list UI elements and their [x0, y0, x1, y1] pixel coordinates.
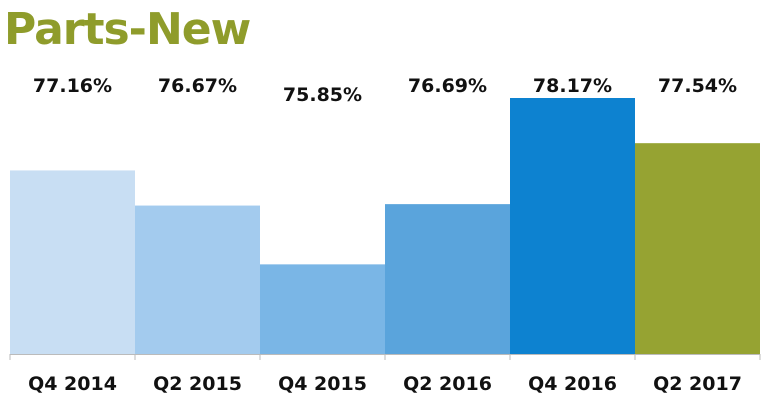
bar-q4-2014 [10, 170, 135, 354]
bar-q2-2015 [135, 205, 260, 354]
bar-q4-2015 [260, 264, 385, 354]
data-label: 77.16% [33, 75, 112, 97]
data-label: 77.54% [658, 75, 737, 97]
data-label: 75.85% [283, 84, 362, 106]
data-label: 78.17% [533, 75, 612, 97]
chart-title: Parts-New [4, 4, 251, 55]
bar-q2-2016 [385, 204, 510, 354]
bar-q2-2017 [635, 143, 760, 354]
data-label: 76.67% [158, 75, 237, 97]
x-tick-label: Q2 2016 [403, 373, 492, 395]
x-tick-label: Q4 2014 [28, 373, 117, 395]
x-tick-label: Q2 2015 [153, 373, 242, 395]
x-tick-label: Q2 2017 [653, 373, 742, 395]
x-tick-label: Q4 2015 [278, 373, 367, 395]
data-label: 76.69% [408, 75, 487, 97]
x-tick-label: Q4 2016 [528, 373, 617, 395]
bar-q4-2016 [510, 98, 635, 354]
